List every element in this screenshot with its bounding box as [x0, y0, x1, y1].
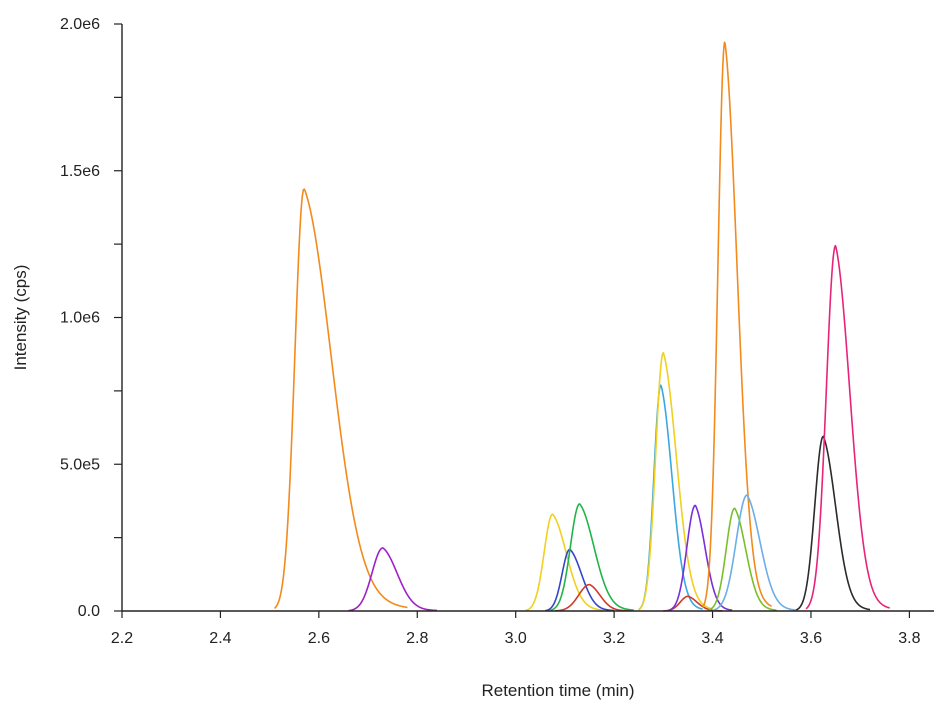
peak-trace-12: [707, 507, 777, 612]
x-tick-label: 3.8: [898, 630, 920, 647]
x-tick-label: 2.6: [308, 630, 330, 647]
peak-trace-10: [667, 504, 733, 612]
axes: [121, 24, 934, 612]
peak-trace-1: [273, 188, 408, 610]
peak-trace-3: [525, 513, 605, 612]
x-tick-label: 3.6: [800, 630, 822, 647]
y-tick-label: 5.0e5: [60, 456, 100, 473]
x-tick-label: 2.2: [111, 630, 133, 647]
y-tick-label: 1.0e6: [60, 310, 100, 327]
y-axis-title: Intensity (cps): [11, 265, 30, 371]
x-tick-label: 3.4: [701, 630, 723, 647]
x-tick-label: 3.2: [603, 630, 625, 647]
peak-trace-2: [348, 547, 438, 612]
peak-trace-14: [795, 435, 871, 611]
y-tick-label: 0.0: [78, 603, 100, 620]
x-tick-label: 2.4: [209, 630, 231, 647]
peak-trace-15: [805, 244, 890, 610]
peak-trace-8: [638, 351, 713, 611]
peak-trace-13: [712, 494, 797, 612]
x-tick-label: 2.8: [406, 630, 428, 647]
peak-trace-11: [702, 41, 772, 608]
y-ticks: 0.0 5.0e5 1.0e6 1.5e6 2.0e6: [60, 16, 122, 620]
peak-trace-4: [544, 548, 615, 612]
x-tick-label: 3.0: [505, 630, 527, 647]
y-tick-label: 2.0e6: [60, 16, 100, 33]
x-axis-title: Retention time (min): [481, 681, 634, 700]
x-ticks: 2.2 2.4 2.6 2.8 3.0 3.2 3.4 3.6 3.8: [111, 611, 921, 647]
peak-traces: [273, 41, 890, 612]
peak-trace-5: [549, 503, 634, 612]
y-tick-label: 1.5e6: [60, 163, 100, 180]
peak-trace-6: [554, 583, 630, 612]
